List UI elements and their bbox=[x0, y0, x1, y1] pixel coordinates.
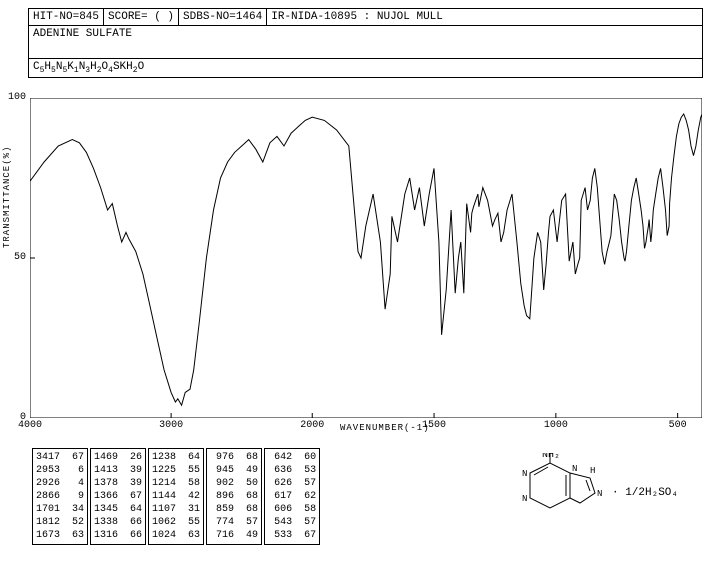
peak-row: 1366 67 bbox=[94, 490, 142, 503]
x-tick-label: 2000 bbox=[297, 420, 327, 431]
spectrum-chart bbox=[30, 98, 702, 418]
h-atom: H bbox=[590, 466, 595, 476]
peak-row: 2866 9 bbox=[36, 490, 84, 503]
peak-column: 976 68 945 49 902 50 896 68 859 68 774 5… bbox=[206, 448, 262, 545]
y-tick-label: 0 bbox=[6, 412, 26, 423]
peak-row: 1062 55 bbox=[152, 516, 200, 529]
x-axis-label: WAVENUMBER(-1) bbox=[340, 423, 430, 433]
x-tick-label: 500 bbox=[663, 420, 693, 431]
peak-row: 1238 64 bbox=[152, 451, 200, 464]
peak-row: 626 57 bbox=[268, 477, 316, 490]
x-tick-label: 1500 bbox=[419, 420, 449, 431]
peak-row: 902 50 bbox=[210, 477, 258, 490]
peak-row: 774 57 bbox=[210, 516, 258, 529]
molecule-svg: NH₂ N N N N H · 1/2H₂SO₄ bbox=[490, 453, 690, 533]
peak-column: 1238 641225 551214 581144 421107 311062 … bbox=[148, 448, 204, 545]
peak-row: 1144 42 bbox=[152, 490, 200, 503]
peak-row: 1214 58 bbox=[152, 477, 200, 490]
peak-row: 3417 67 bbox=[36, 451, 84, 464]
peak-row: 1812 52 bbox=[36, 516, 84, 529]
peak-row: 642 60 bbox=[268, 451, 316, 464]
n-atom: N bbox=[522, 494, 527, 504]
peak-column: 642 60 636 53 626 57 617 62 606 58 543 5… bbox=[264, 448, 320, 545]
structure-annotation: · 1/2H₂SO₄ bbox=[612, 487, 678, 499]
nh2-label: NH₂ bbox=[542, 453, 560, 461]
x-tick-label: 1000 bbox=[541, 420, 571, 431]
peak-row: 1673 63 bbox=[36, 529, 84, 542]
peak-row: 716 49 bbox=[210, 529, 258, 542]
ir-info: IR-NIDA-10895 : NUJOL MULL bbox=[267, 9, 702, 25]
peak-row: 896 68 bbox=[210, 490, 258, 503]
peak-row: 1338 66 bbox=[94, 516, 142, 529]
peak-row: 976 68 bbox=[210, 451, 258, 464]
n-atom: N bbox=[597, 489, 602, 499]
peak-row: 2926 4 bbox=[36, 477, 84, 490]
peak-row: 1378 39 bbox=[94, 477, 142, 490]
header-bar: HIT-NO=845 SCORE= ( ) SDBS-NO=1464 IR-NI… bbox=[28, 8, 703, 26]
peak-row: 617 62 bbox=[268, 490, 316, 503]
peak-row: 636 53 bbox=[268, 464, 316, 477]
peak-table: 3417 672953 62926 42866 91701 341812 521… bbox=[32, 448, 320, 545]
peak-row: 543 57 bbox=[268, 516, 316, 529]
peak-row: 945 49 bbox=[210, 464, 258, 477]
hit-no: HIT-NO=845 bbox=[29, 9, 104, 25]
peak-row: 1316 66 bbox=[94, 529, 142, 542]
peak-row: 1469 26 bbox=[94, 451, 142, 464]
y-tick-label: 50 bbox=[6, 252, 26, 263]
peak-row: 606 58 bbox=[268, 503, 316, 516]
n-atom: N bbox=[522, 469, 527, 479]
peak-row: 1345 64 bbox=[94, 503, 142, 516]
formula: C5H5N5K1N3H2O4SKH2O bbox=[28, 59, 703, 78]
molecule-structure: NH₂ N N N N H · 1/2H₂SO₄ bbox=[490, 453, 690, 537]
peak-row: 1701 34 bbox=[36, 503, 84, 516]
peak-column: 3417 672953 62926 42866 91701 341812 521… bbox=[32, 448, 88, 545]
peak-row: 533 67 bbox=[268, 529, 316, 542]
peak-row: 1107 31 bbox=[152, 503, 200, 516]
y-tick-label: 100 bbox=[6, 92, 26, 103]
sdbs-no: SDBS-NO=1464 bbox=[179, 9, 267, 25]
compound-name: ADENINE SULFATE bbox=[28, 26, 703, 59]
peak-row: 859 68 bbox=[210, 503, 258, 516]
n-atom: N bbox=[572, 464, 577, 474]
peak-row: 1024 63 bbox=[152, 529, 200, 542]
score: SCORE= ( ) bbox=[104, 9, 179, 25]
peak-row: 1413 39 bbox=[94, 464, 142, 477]
x-tick-label: 3000 bbox=[156, 420, 186, 431]
peak-row: 1225 55 bbox=[152, 464, 200, 477]
peak-column: 1469 261413 391378 391366 671345 641338 … bbox=[90, 448, 146, 545]
y-axis-label: TRANSMITTANCE(%) bbox=[2, 146, 12, 248]
peak-row: 2953 6 bbox=[36, 464, 84, 477]
